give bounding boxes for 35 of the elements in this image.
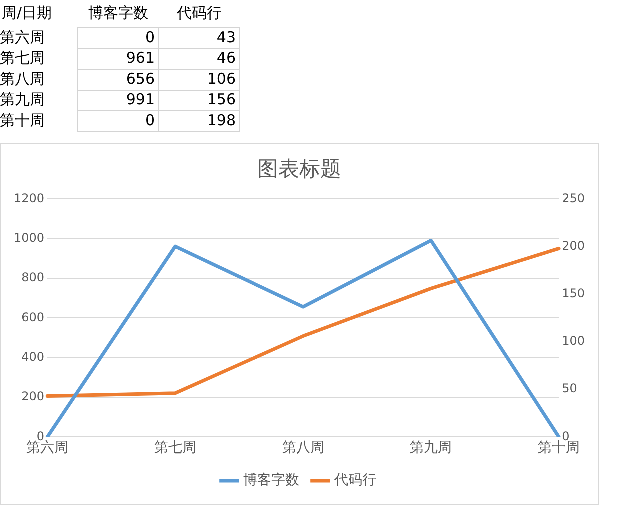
x-tick-label: 第八周 [282, 440, 324, 456]
y-tick-label: 第六周 [0, 28, 45, 46]
y-tick-label: 第七周 [0, 49, 45, 68]
y2-tick-label: 100 [562, 334, 585, 348]
y-axis-title: 周/日期 [2, 4, 52, 22]
legend-label: 代码行 [334, 472, 376, 489]
y-tick-label: 1000 [14, 230, 45, 245]
data-label: 961 [126, 49, 155, 68]
y2-tick-label: 150 [562, 286, 585, 301]
x-tick-label: 第十周 [538, 440, 580, 456]
data-label: 43 [216, 28, 236, 46]
data-label: 106 [207, 70, 236, 88]
data-label: 46 [216, 49, 236, 68]
y-tick-label: 800 [22, 270, 45, 285]
y-tick-label: 200 [22, 390, 45, 404]
y2-tick-label: 200 [562, 238, 585, 253]
chart-title: 图表标题 [258, 157, 342, 182]
x-tick-label: 第七周 [154, 440, 196, 456]
y-tick-label: 400 [22, 350, 45, 364]
y-tick-label: 第九周 [0, 90, 45, 109]
data-label: 991 [126, 90, 155, 109]
data-label: 0 [145, 111, 155, 130]
y2-tick-label: 50 [562, 382, 578, 396]
data-label: 0 [145, 28, 155, 46]
y-tick-label: 0 [36, 429, 45, 444]
y-tick-label: 第十周 [0, 111, 45, 130]
data-label: 198 [207, 111, 236, 130]
y-tick-label: 1200 [14, 191, 45, 206]
y2-tick-label: 250 [562, 191, 585, 206]
x-tick-label: 第九周 [410, 440, 452, 456]
data-label: 656 [126, 70, 155, 88]
legend-label: 博客字数 [244, 472, 300, 489]
y-tick-label: 600 [22, 310, 45, 324]
data-label: 156 [207, 90, 236, 109]
y-tick-label: 第八周 [0, 70, 45, 88]
